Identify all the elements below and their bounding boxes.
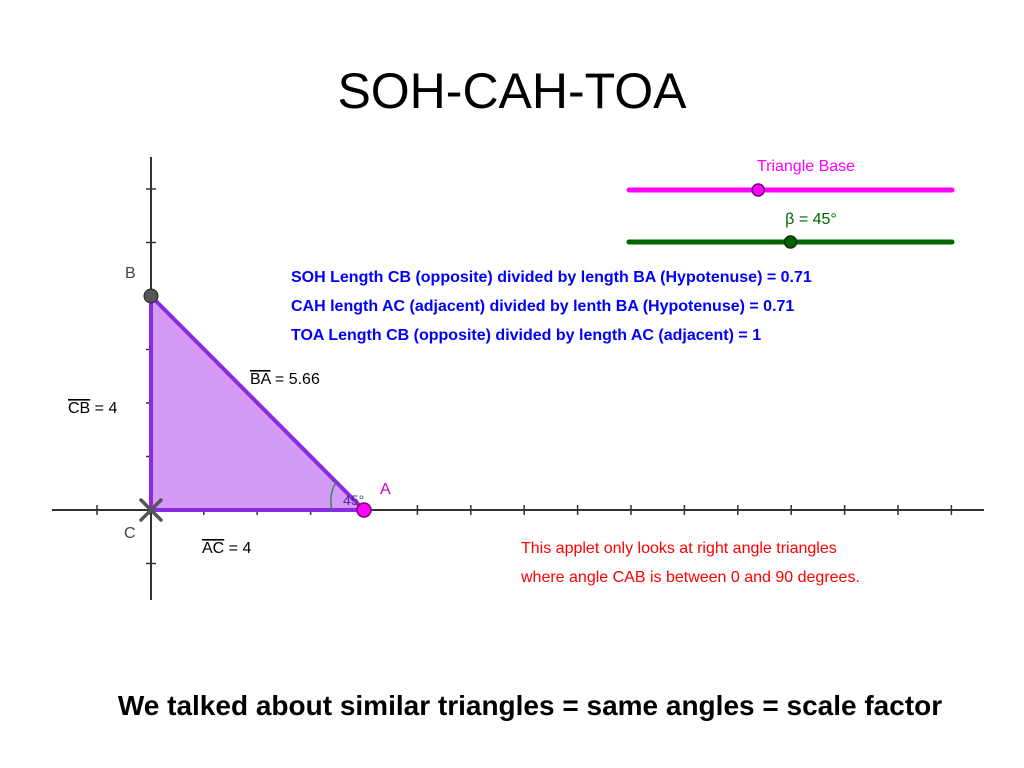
segment-ac-label: AC = 4 xyxy=(202,540,251,557)
point-b-label: B xyxy=(125,265,136,282)
segment-cb-label: CB = 4 xyxy=(68,400,117,417)
toa-text: TOA Length CB (opposite) divided by leng… xyxy=(291,327,761,344)
segment-ba-label: BA = 5.66 xyxy=(250,371,320,388)
note-line-2: where angle CAB is between 0 and 90 degr… xyxy=(520,569,860,586)
footer-caption: We talked about similar triangles = same… xyxy=(117,690,943,721)
slider-beta-handle[interactable] xyxy=(783,235,798,249)
slider-base-label: Triangle Base xyxy=(757,158,855,175)
point-c-label: C xyxy=(124,525,136,542)
soh-text: SOH Length CB (opposite) divided by leng… xyxy=(291,269,812,286)
segment-ac-name: AC xyxy=(202,540,224,557)
slide-title: SOH-CAH-TOA xyxy=(337,63,687,119)
slider-beta-label: β = 45° xyxy=(785,211,837,228)
segment-ba-name: BA xyxy=(250,371,272,388)
angle-label: 45° xyxy=(343,492,364,508)
slider-base-handle[interactable] xyxy=(751,183,765,197)
note-line-1: This applet only looks at right angle tr… xyxy=(521,540,837,557)
segment-cb-value: = 4 xyxy=(90,400,117,417)
segment-cb-name: CB xyxy=(68,400,90,417)
cah-text: CAH length AC (adjacent) divided by lent… xyxy=(291,298,794,315)
point-a-label: A xyxy=(380,481,391,498)
segment-ba-value: = 5.66 xyxy=(270,371,319,388)
point-b[interactable] xyxy=(143,288,159,304)
triangle-abc[interactable] xyxy=(149,294,366,512)
point-a[interactable] xyxy=(356,502,372,518)
segment-ac-value: = 4 xyxy=(224,540,251,557)
angle-arc xyxy=(330,481,337,511)
point-c[interactable] xyxy=(139,498,163,522)
